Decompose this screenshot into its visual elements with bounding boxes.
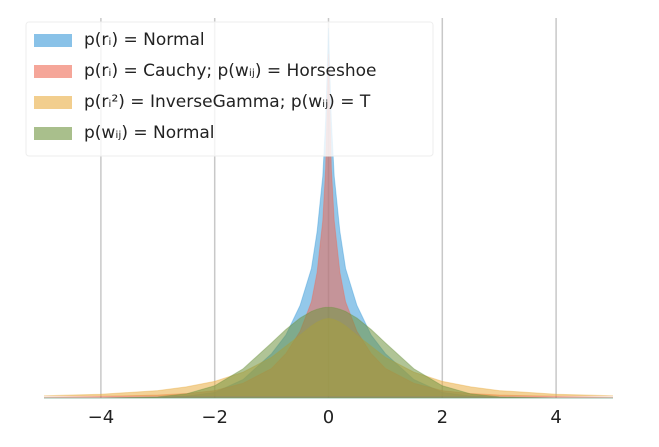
x-tick-label: 0	[323, 407, 334, 428]
x-tick-label: −2	[201, 407, 228, 428]
legend-swatch	[34, 127, 72, 140]
legend-label: p(rᵢ) = Normal	[84, 30, 205, 50]
area	[44, 306, 613, 399]
x-tick-label: 2	[437, 407, 448, 428]
legend-swatch	[34, 96, 72, 109]
legend-box	[25, 21, 434, 157]
legend-label: p(rᵢ²) = InverseGamma; p(wᵢⱼ) = T	[84, 92, 371, 112]
legend-swatch	[34, 34, 72, 47]
x-tick-label: 4	[550, 407, 561, 428]
x-tick-label: −4	[88, 407, 115, 428]
legend-swatch	[34, 65, 72, 78]
legend-label: p(wᵢⱼ) = Normal	[84, 123, 215, 143]
legend-label: p(rᵢ) = Cauchy; p(wᵢⱼ) = Horseshoe	[84, 61, 377, 81]
